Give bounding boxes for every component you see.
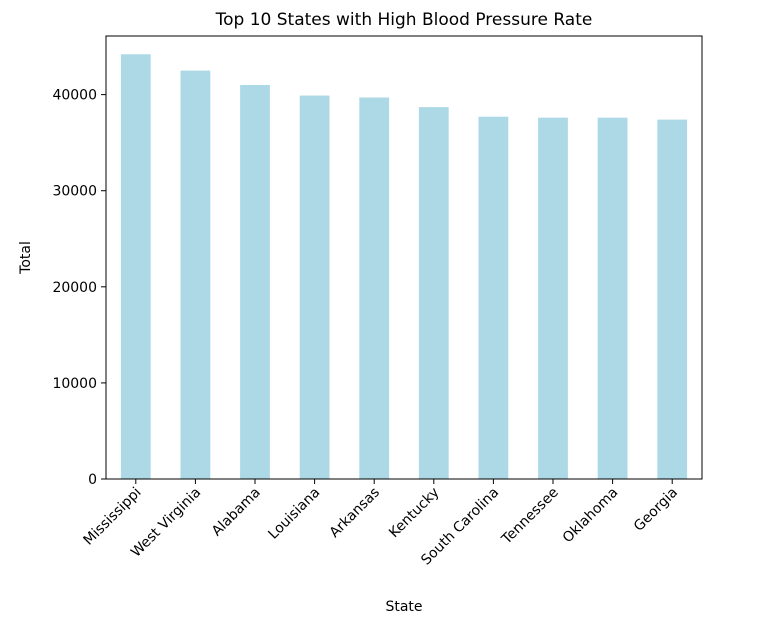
bar-mississippi bbox=[120, 54, 151, 480]
chart-title: Top 10 States with High Blood Pressure R… bbox=[215, 10, 593, 30]
x-tick-label: Kentucky bbox=[386, 485, 443, 542]
x-tick-label: Louisiana bbox=[265, 485, 323, 543]
bar-west-virginia bbox=[180, 70, 211, 479]
x-tick-label: Arkansas bbox=[327, 485, 383, 541]
bar-alabama bbox=[240, 85, 270, 480]
x-axis-label: State bbox=[385, 599, 422, 615]
y-tick-label: 0 bbox=[88, 472, 97, 488]
x-tick-label: Mississippi bbox=[81, 485, 145, 549]
y-axis-label: Total bbox=[18, 241, 34, 275]
y-ticks-group: 0 10000 20000 30000 40000 bbox=[52, 88, 106, 488]
bar-south-carolina bbox=[478, 116, 509, 479]
plot-frame bbox=[105, 35, 703, 480]
y-tick-label: 20000 bbox=[52, 280, 97, 296]
y-tick-label: 10000 bbox=[52, 376, 97, 392]
x-tick-label: Alabama bbox=[209, 485, 264, 540]
bars-group bbox=[120, 54, 688, 480]
bar-kentucky bbox=[418, 107, 449, 479]
bar-arkansas bbox=[359, 97, 390, 479]
bar-louisiana bbox=[299, 95, 330, 480]
y-tick-label: 30000 bbox=[52, 184, 97, 200]
x-tick-label: Oklahoma bbox=[560, 485, 622, 547]
bar-georgia bbox=[657, 119, 688, 480]
y-tick-label: 40000 bbox=[52, 88, 97, 104]
x-tick-label: Georgia bbox=[631, 485, 681, 535]
x-tick-label: Tennessee bbox=[498, 485, 562, 549]
bar-oklahoma bbox=[597, 117, 628, 480]
bar-tennessee bbox=[538, 117, 568, 480]
